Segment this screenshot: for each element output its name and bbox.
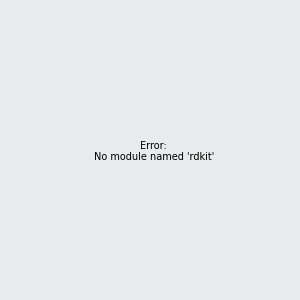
Text: Error:
No module named 'rdkit': Error: No module named 'rdkit' [94,141,214,162]
